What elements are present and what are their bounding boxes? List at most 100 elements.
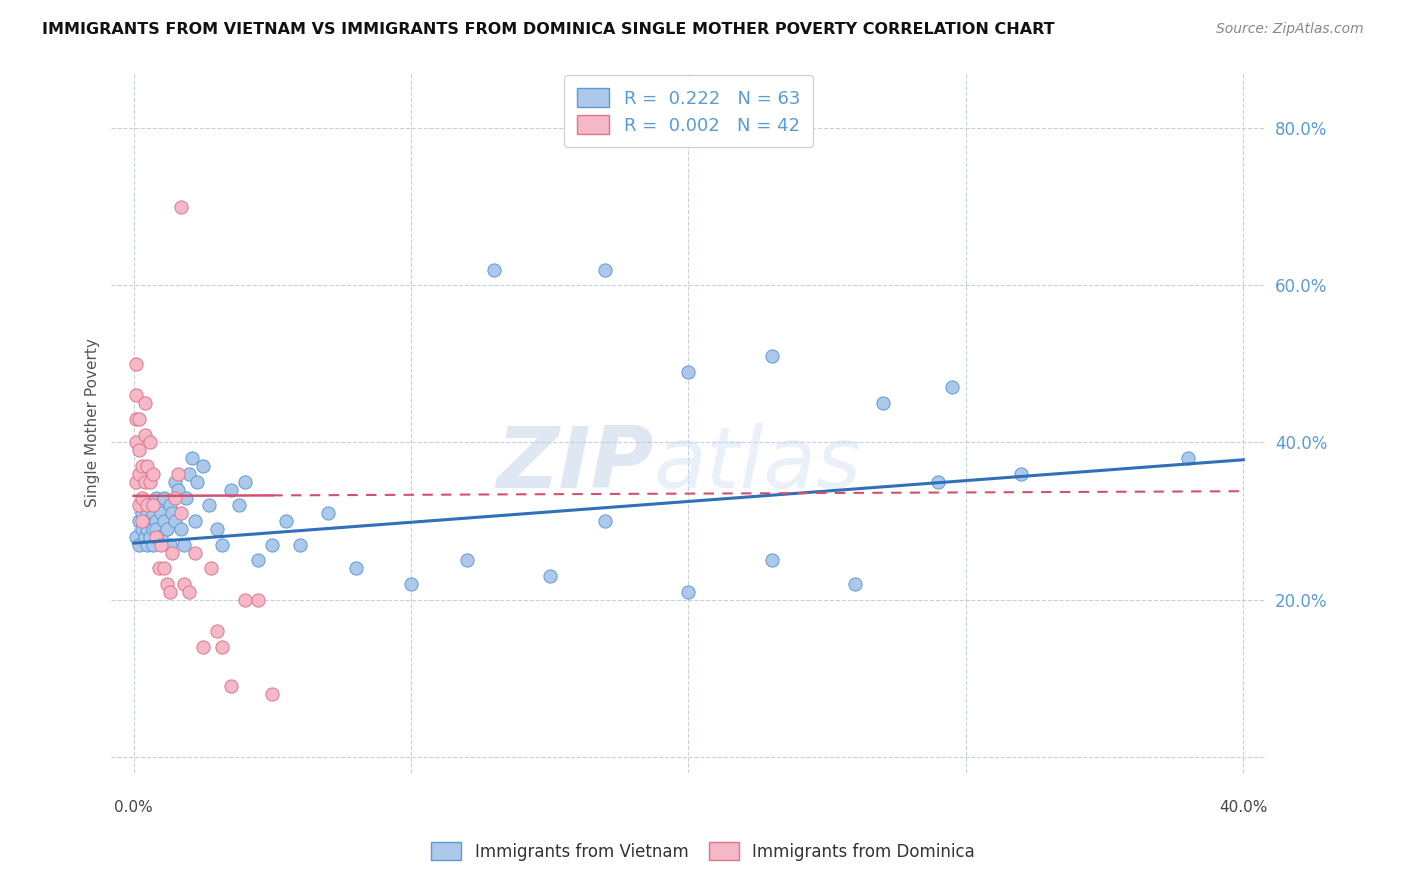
Point [153,514,176,528]
Point [134,499,156,513]
Point [191,640,214,654]
Point [678,585,700,599]
Point [233,475,256,489]
Y-axis label: Single Mother Poverty: Single Mother Poverty [86,338,100,508]
Point [183,545,205,559]
Point [139,475,162,489]
Point [128,538,150,552]
Point [219,483,242,497]
Point [131,458,153,473]
Text: Source: ZipAtlas.com: Source: ZipAtlas.com [1216,22,1364,37]
Point [136,458,159,473]
Point [228,499,250,513]
Point [484,262,506,277]
Point [177,585,200,599]
Point [170,200,193,214]
Text: atlas: atlas [654,424,862,507]
Point [678,365,700,379]
Point [125,357,148,371]
Point [176,491,198,505]
Point [142,538,165,552]
Point [134,396,156,410]
Point [125,475,148,489]
Point [153,561,176,575]
Point [142,467,165,481]
Point [128,499,150,513]
Point [128,467,150,481]
Point [180,451,202,466]
Point [134,514,156,528]
Point [139,499,162,513]
Point [761,349,783,363]
Point [1010,467,1032,481]
Point [593,514,616,528]
Point [197,499,219,513]
Point [131,491,153,505]
Text: 0.0%: 0.0% [114,799,153,814]
Point [134,427,156,442]
Point [173,577,195,591]
Point [142,499,165,513]
Point [136,506,159,520]
Point [262,687,284,701]
Point [262,538,284,552]
Point [150,538,173,552]
Point [159,499,181,513]
Point [456,553,478,567]
Point [219,679,242,693]
Point [167,483,190,497]
Point [145,514,167,528]
Point [136,499,159,513]
Point [139,530,162,544]
Point [593,262,616,277]
Point [142,522,165,536]
Point [134,530,156,544]
Point [148,530,170,544]
Point [211,640,233,654]
Point [191,458,214,473]
Point [872,396,894,410]
Point [177,467,200,481]
Point [125,530,148,544]
Point [183,514,205,528]
Point [205,624,228,639]
Point [125,388,148,402]
Point [247,553,270,567]
Point [139,514,162,528]
Point [170,522,193,536]
Point [136,522,159,536]
Point [159,538,181,552]
Point [165,491,187,505]
Point [941,380,963,394]
Point [150,530,173,544]
Point [173,538,195,552]
Legend: R =  0.222   N = 63, R =  0.002   N = 42: R = 0.222 N = 63, R = 0.002 N = 42 [564,75,813,147]
Point [186,475,208,489]
Point [316,506,339,520]
Point [288,538,311,552]
Point [167,467,190,481]
Point [399,577,422,591]
Point [1177,451,1199,466]
Point [233,592,256,607]
Point [136,538,159,552]
Point [211,538,233,552]
Point [276,514,298,528]
Point [538,569,561,583]
Point [205,522,228,536]
Point [200,561,222,575]
Point [159,585,181,599]
Point [165,475,187,489]
Point [170,506,193,520]
Point [131,522,153,536]
Point [162,506,184,520]
Point [247,592,270,607]
Point [131,514,153,528]
Point [344,561,367,575]
Point [761,553,783,567]
Point [165,514,187,528]
Point [150,506,173,520]
Point [128,443,150,458]
Point [145,530,167,544]
Point [125,435,148,450]
